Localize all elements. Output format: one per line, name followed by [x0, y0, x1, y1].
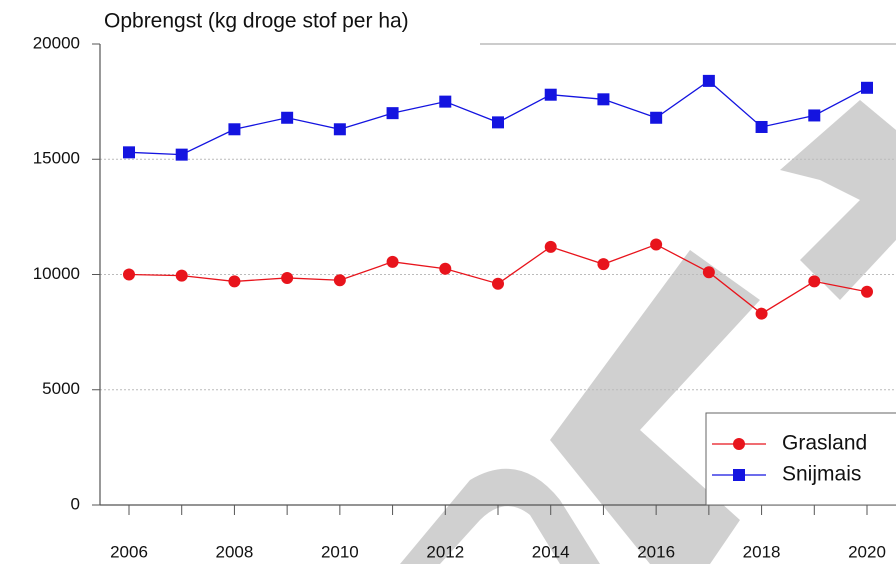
data-point — [439, 262, 452, 275]
watermark — [400, 100, 896, 564]
y-tick-label: 5000 — [42, 379, 80, 398]
x-tick-label: 2018 — [743, 542, 781, 561]
data-point — [439, 95, 452, 108]
data-point — [175, 269, 188, 282]
legend-label: Snijmais — [782, 463, 861, 486]
x-tick-label: 2008 — [216, 542, 254, 561]
data-point — [808, 109, 821, 122]
y-tick-label: 10000 — [33, 264, 80, 283]
legend-label: Grasland — [782, 432, 867, 455]
data-point — [544, 240, 557, 253]
data-point — [702, 74, 715, 87]
legend-marker — [733, 469, 745, 481]
x-tick-label: 2010 — [321, 542, 359, 561]
data-point — [333, 123, 346, 136]
data-point — [281, 111, 294, 124]
x-tick-label: 2014 — [532, 542, 570, 561]
chart-title: Opbrengst (kg droge stof per ha) — [104, 10, 409, 33]
data-point — [755, 307, 768, 320]
data-point — [281, 271, 294, 284]
data-point — [861, 81, 874, 94]
watermark-shape — [400, 468, 600, 564]
x-tick-label: 2016 — [637, 542, 675, 561]
y-tick-label: 20000 — [33, 33, 80, 52]
data-point — [492, 116, 504, 129]
y-tick-label: 15000 — [33, 149, 80, 168]
data-point — [122, 268, 135, 281]
x-tick-label: 2020 — [848, 542, 886, 561]
data-point — [650, 111, 663, 124]
data-point — [755, 120, 768, 133]
data-point — [808, 275, 821, 288]
data-point — [861, 285, 874, 298]
y-tick-label: 0 — [71, 494, 80, 513]
x-tick-label: 2012 — [426, 542, 464, 561]
data-point — [544, 88, 557, 101]
data-point — [597, 258, 610, 271]
data-point — [228, 123, 241, 136]
data-point — [386, 107, 399, 120]
watermark-shape — [550, 250, 760, 564]
data-point — [333, 274, 346, 287]
data-point — [228, 275, 241, 288]
watermark-shape — [780, 100, 896, 300]
data-point — [650, 238, 663, 251]
data-point — [597, 93, 610, 106]
data-point — [175, 148, 188, 161]
data-point — [386, 255, 399, 268]
legend-box — [705, 412, 896, 506]
data-point — [702, 266, 715, 279]
legend-marker — [733, 438, 745, 450]
data-point — [122, 146, 135, 159]
x-tick-label: 2006 — [110, 542, 148, 561]
legend: Grasland Snijmais — [705, 412, 896, 506]
data-point — [492, 277, 504, 290]
